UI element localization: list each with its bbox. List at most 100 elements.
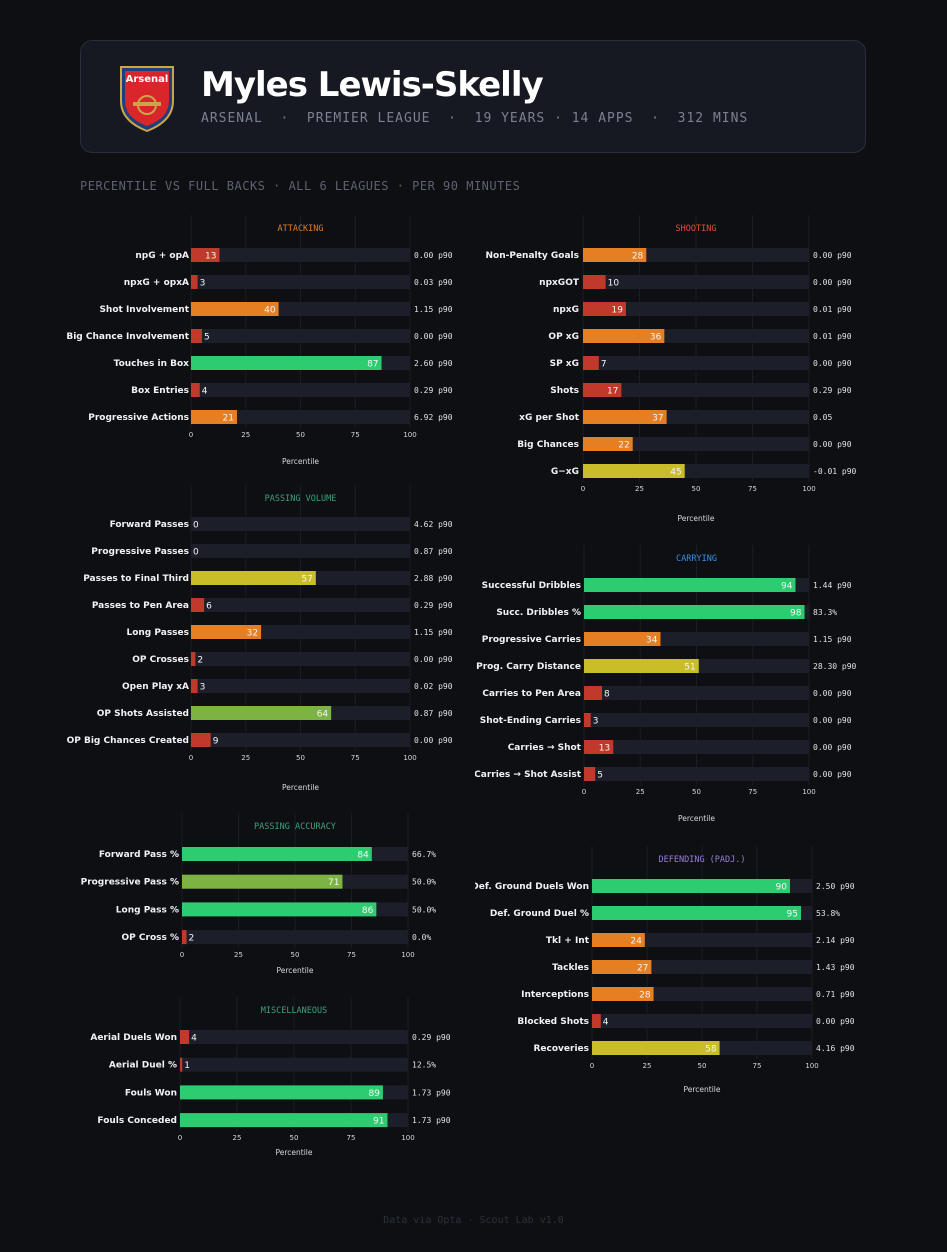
raw-value: 0.00 p90 (414, 332, 453, 341)
raw-value: 0.00 p90 (813, 251, 852, 260)
player-header-card: Arsenal Myles Lewis-Skelly ARSENAL · PRE… (80, 40, 866, 153)
axis-tick-label: 100 (401, 1134, 414, 1142)
percentile-bar[interactable] (592, 960, 652, 974)
raw-value: 6.92 p90 (414, 413, 453, 422)
percentile-bar[interactable] (584, 686, 602, 700)
axis-tick-label: 75 (347, 1134, 356, 1142)
axis-tick-label: 75 (351, 431, 360, 439)
percentile-bar[interactable] (191, 733, 211, 747)
percentile-bar[interactable] (180, 1030, 190, 1044)
percentile-bar[interactable] (191, 598, 205, 612)
percentile-bar[interactable] (592, 1041, 720, 1055)
percentile-bar[interactable] (191, 571, 316, 585)
bar-track (583, 437, 809, 451)
raw-value: 1.44 p90 (813, 581, 852, 590)
panel-title: SHOOTING (676, 224, 717, 234)
metric-label: Recoveries (533, 1044, 589, 1054)
metric-label: Progressive Passes (91, 547, 189, 557)
raw-value: 0.01 p90 (813, 332, 852, 341)
axis-tick-label: 50 (290, 1134, 299, 1142)
metric-label: OP Shots Assisted (97, 709, 189, 719)
percentile-value: 90 (776, 883, 788, 893)
percentile-value: 13 (599, 744, 610, 754)
percentile-value: 2 (197, 656, 203, 666)
axis-tick-label: 0 (590, 1062, 594, 1070)
bar-track (191, 410, 410, 424)
bar-track (191, 598, 410, 612)
metric-label: Passes to Final Third (83, 574, 189, 584)
raw-value: 0.00 p90 (414, 736, 453, 745)
bar-track (191, 383, 410, 397)
percentile-bar[interactable] (191, 329, 202, 343)
percentile-bar[interactable] (583, 248, 647, 262)
percentile-bar[interactable] (584, 767, 596, 781)
percentile-bar[interactable] (584, 713, 591, 727)
percentile-bar[interactable] (191, 383, 200, 397)
metric-label: Long Passes (126, 628, 189, 638)
raw-value: 0.29 p90 (412, 1033, 451, 1042)
bar-track (583, 275, 809, 289)
metric-label: Touches in Box (114, 359, 190, 369)
percentile-bar[interactable] (191, 302, 279, 316)
percentile-bar[interactable] (584, 578, 796, 592)
percentile-bar[interactable] (191, 706, 332, 720)
percentile-bar[interactable] (583, 410, 667, 424)
percentile-value: 58 (705, 1045, 717, 1055)
percentile-bar[interactable] (583, 275, 606, 289)
percentile-bar[interactable] (180, 1057, 183, 1072)
raw-value: 28.30 p90 (813, 662, 857, 671)
panel-attacking: ATTACKING npG + opA 13 0.00 p90 npxG + opxA 3… (66, 215, 453, 466)
percentile-bar[interactable] (583, 437, 633, 451)
axis-tick-label: 50 (291, 951, 300, 959)
axis-tick-label: 100 (403, 754, 416, 762)
axis-tick-label: 0 (180, 951, 184, 959)
percentile-bar[interactable] (182, 847, 372, 861)
percentile-value: 24 (630, 937, 642, 947)
bar-track (180, 1057, 408, 1072)
percentile-bar[interactable] (191, 410, 237, 424)
percentile-bar[interactable] (191, 275, 198, 289)
percentile-bar[interactable] (584, 659, 699, 673)
percentile-bar[interactable] (182, 930, 187, 945)
percentile-bar[interactable] (182, 874, 343, 889)
percentile-bar[interactable] (191, 248, 220, 262)
axis-tick-label: 0 (189, 431, 193, 439)
percentile-bar[interactable] (592, 906, 801, 920)
percentile-bar[interactable] (592, 879, 790, 893)
bar-track (583, 383, 809, 397)
raw-value: 1.15 p90 (414, 628, 453, 637)
percentile-bar[interactable] (191, 679, 198, 693)
percentile-value: 4 (202, 387, 208, 397)
percentile-value: 89 (368, 1089, 380, 1099)
percentile-bar[interactable] (182, 902, 377, 917)
percentile-bar[interactable] (584, 605, 805, 619)
percentile-bar[interactable] (191, 652, 196, 666)
percentile-bar[interactable] (592, 987, 654, 1001)
percentile-bar[interactable] (191, 625, 262, 639)
percentile-bar[interactable] (583, 383, 622, 397)
raw-value: 2.60 p90 (414, 359, 453, 368)
percentile-bar[interactable] (191, 356, 382, 370)
percentile-bar[interactable] (592, 933, 645, 947)
percentile-bar[interactable] (583, 464, 685, 478)
metric-label: Progressive Actions (88, 413, 189, 423)
page-subtitle: PERCENTILE VS FULL BACKS · ALL 6 LEAGUES… (80, 179, 521, 193)
bar-track (191, 329, 410, 343)
raw-value: 0.00 p90 (813, 689, 852, 698)
raw-value: 0.29 p90 (813, 386, 852, 395)
bar-track (182, 930, 408, 945)
percentile-bar[interactable] (584, 740, 614, 754)
percentile-value: 84 (357, 851, 369, 861)
percentile-bar[interactable] (583, 356, 599, 370)
percentile-value: 13 (205, 252, 216, 262)
percentile-value: 40 (264, 306, 276, 316)
axis-tick-label: 75 (748, 485, 757, 493)
percentile-bar[interactable] (180, 1085, 383, 1100)
percentile-bar[interactable] (583, 302, 626, 316)
percentile-bar[interactable] (592, 1014, 601, 1028)
percentile-bar[interactable] (584, 632, 661, 646)
percentile-value: 6 (206, 602, 212, 612)
percentile-bar[interactable] (583, 329, 665, 343)
percentile-bar[interactable] (180, 1113, 388, 1128)
raw-value: 0.00 p90 (414, 655, 453, 664)
